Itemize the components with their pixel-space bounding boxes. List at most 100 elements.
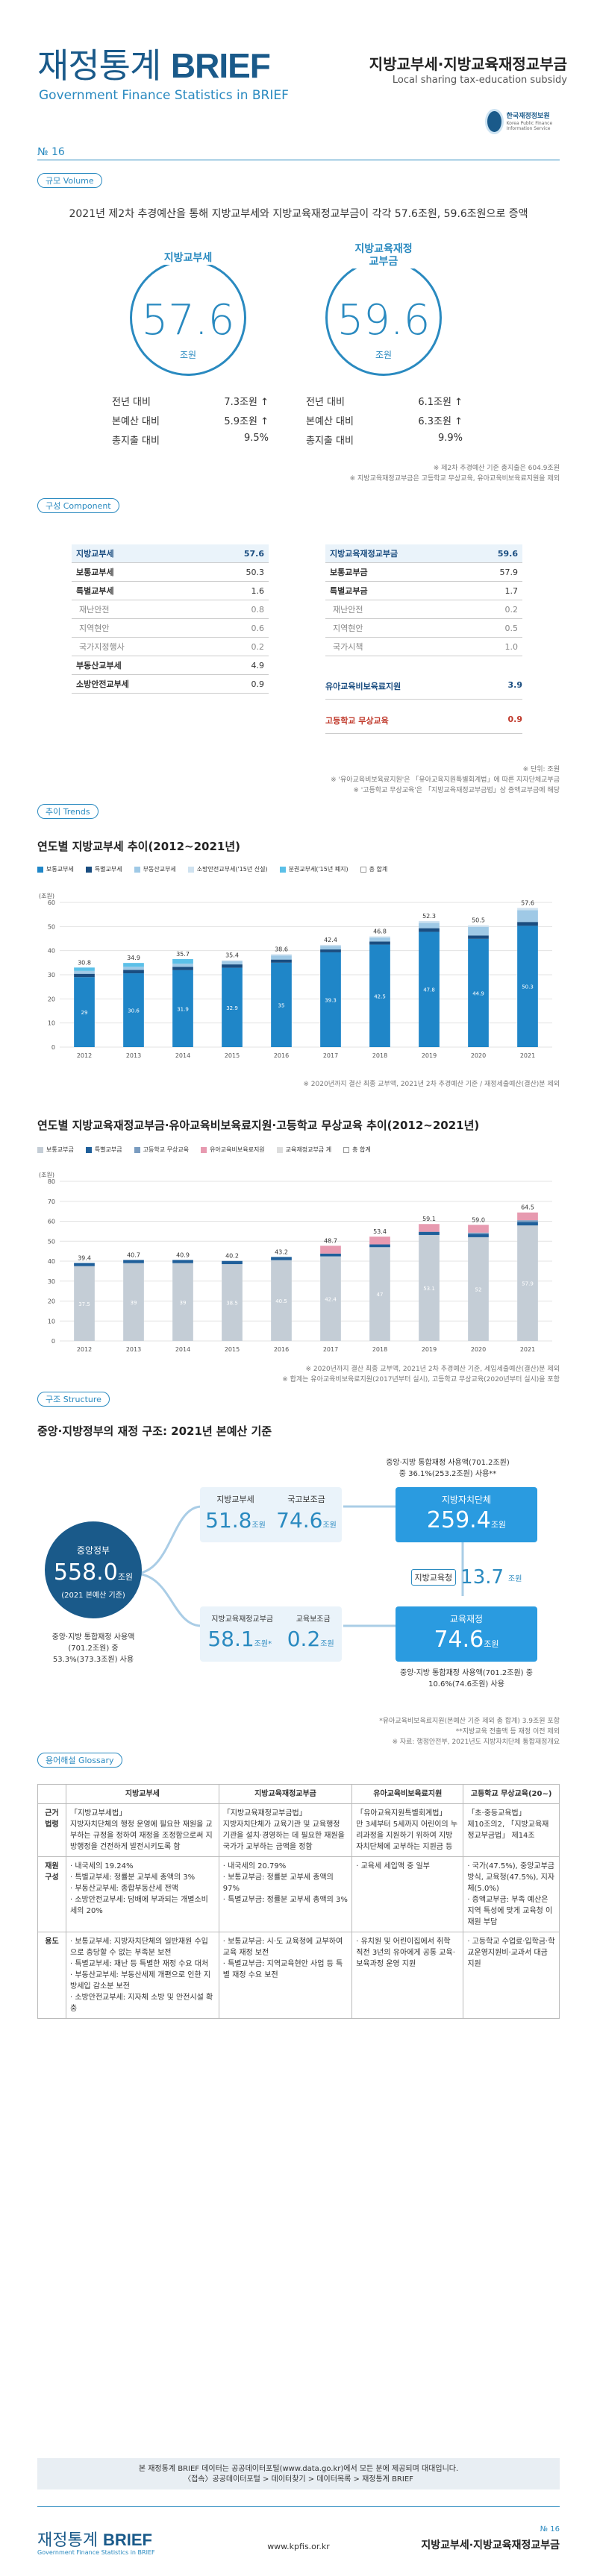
footer-title: 지방교부세·지방교육재정교부금 [421, 2539, 560, 2551]
stat-value: 6.1조원 ↑ [418, 397, 463, 408]
bar-segment [468, 925, 489, 927]
bar-segment [419, 1231, 440, 1235]
total-label: 48.7 [324, 1237, 337, 1244]
footer-url[interactable]: www.kpfis.or.kr [267, 2542, 330, 2551]
bar-segment [74, 1263, 95, 1266]
x-tick-label: 2018 [372, 1052, 387, 1059]
y-tick-label: 20 [48, 1298, 55, 1305]
component-label: 부동산교부세 [72, 656, 206, 675]
component-extra-2: 고등학교 무상교육 0.9 [325, 714, 522, 734]
footer-brand-sub: Government Finance Statistics in BRIEF [37, 2549, 155, 2556]
legend-label: 총 합계 [352, 1146, 371, 1153]
bar-segment [369, 936, 390, 938]
bar-segment [222, 1264, 243, 1341]
bar-segment [123, 963, 144, 967]
glossary-row: 재원 구성 · 내국세의 19.24% · 특별교부세: 정률분 교부세 총액의 … [37, 1856, 560, 1932]
total-label: 50.5 [472, 917, 485, 924]
y-tick-label: 30 [48, 972, 55, 978]
bar-segment [517, 910, 538, 923]
component-label: 국가지정행사 [72, 637, 206, 656]
y-tick-label: 60 [48, 1219, 55, 1225]
bar-segment [74, 967, 95, 971]
legend-label: 보통교부금 [46, 1146, 74, 1153]
component-value: 57.6 [205, 544, 269, 563]
structure-note-1: *유아교육비보육료지원(본예산 기준 제외 총 합계) 3.9조원 포함 [379, 1718, 560, 1725]
seal-icon [485, 109, 504, 134]
total-label: 64.5 [521, 1204, 534, 1211]
bar-segment [369, 937, 390, 942]
value-label: 35 [278, 1002, 285, 1008]
stat-row: 본예산 대비 6.3조원 ↑ [306, 413, 463, 427]
legend-label: 교육재정교부금 계 [285, 1146, 332, 1153]
component-value: 50.3 [205, 562, 269, 582]
x-tick-label: 2015 [225, 1052, 240, 1059]
component-row: 특별교부금 1.7 [325, 581, 522, 600]
component-note-3: ※ '고등학교 무상교육'은 「지방교육재정교부금법」상 증액교부금에 해당 [353, 787, 560, 794]
x-tick-label: 2017 [323, 1346, 338, 1353]
bar-segment [222, 967, 243, 1047]
component-label: 재난안전 [325, 600, 469, 619]
footer-issue: № 16 [540, 2525, 560, 2533]
bar-segment [468, 1232, 489, 1234]
component-value: 57.9 [468, 562, 522, 582]
glossary-col-header: 유아교육비보육료지원 [351, 1784, 464, 1804]
value-label: 32.9 [226, 1005, 238, 1011]
bar-segment [123, 967, 144, 970]
legend-label: 특별교부세 [94, 866, 122, 873]
legend-swatch [37, 1146, 43, 1153]
glossary-row: 용도 · 보통교부세: 지방자치단체의 일반재원 수입으로 충당할 수 없는 부족… [37, 1932, 560, 2019]
legend-swatch [343, 1146, 350, 1153]
glossary-cell: · 보통교부세: 지방자치단체의 일반재원 수입으로 충당할 수 없는 부족분 … [66, 1932, 219, 2019]
glossary-header: 지방교부세 지방교육재정교부금 유아교육비보육료지원 고등학교 무상교육(20~) [37, 1784, 560, 1804]
component-row: 지방교육재정교부금 59.6 [325, 544, 522, 563]
stat-value: 7.3조원 ↑ [224, 397, 269, 408]
bar-segment [271, 1260, 292, 1341]
bar-segment [419, 928, 440, 932]
component-label: 특별교부금 [325, 581, 469, 600]
glossary-row: 근거 법령 「지방교부세법」 지방자치단체의 행정 운영에 필요한 재원을 교부하… [37, 1803, 560, 1857]
bar-segment [320, 952, 341, 1047]
bar-segment [172, 967, 193, 970]
chart2-legend: 보통교부금 특별교부금 고등학교 무상교육 유아교육비보육료지원 교육재정교부금 계 총 … [37, 1146, 560, 1154]
bar-segment [468, 935, 489, 939]
glossary-col-header [37, 1784, 66, 1804]
bar-segment [419, 920, 440, 923]
component-row: 재난안전 0.2 [325, 600, 522, 619]
total-label: 40.7 [127, 1251, 140, 1258]
chart2-title: 연도별 지방교육재정교부금·유아교육비보육료지원·고등학교 무상교육 추이(20… [37, 1119, 480, 1132]
glossary-col-header: 지방교부세 [66, 1784, 219, 1804]
bar-segment [222, 1260, 243, 1265]
legend-item: 교육재정교부금 계 [276, 1146, 332, 1154]
bar-segment [172, 1263, 193, 1341]
volume-note-2: ※ 지방교육재정교부금은 고등학교 무상교육, 유아교육비보육료지원을 제외 [349, 475, 560, 483]
bar-segment [419, 1224, 440, 1232]
total-label: 35.7 [176, 951, 190, 958]
component-label: 지방교육재정교부금 [325, 544, 469, 563]
box-edufin: 교육재정 74.6조원 [396, 1606, 537, 1662]
value-label: 47 [377, 1292, 384, 1298]
bar-segment [320, 1256, 341, 1341]
component-label: 재난안전 [72, 600, 206, 619]
x-tick-label: 2016 [274, 1052, 289, 1059]
bar-segment [271, 1257, 292, 1260]
component-row: 지방교부세 57.6 [72, 544, 269, 563]
legend-swatch [37, 866, 43, 873]
chart2-svg: (조원) 0 10 20 30 40 50 60 70 80 2012 39.4 37.5 2013 40.… [39, 1172, 552, 1353]
bar-segment [123, 1260, 144, 1263]
bar-segment [517, 1220, 538, 1222]
bar-segment [74, 977, 95, 1047]
bar-segment [419, 923, 440, 929]
bar-segment [172, 958, 193, 964]
legend-label: 분권교부세('15년 폐지) [288, 866, 348, 873]
bar-segment [172, 970, 193, 1047]
section-glossary: 용어해설 Glossary [37, 1753, 122, 1768]
glossary-cell: · 교육세 세입액 중 일부 [351, 1856, 464, 1932]
stat-row: 총지출 대비 9.5% [112, 433, 269, 447]
component-value: 0.9 [205, 674, 269, 694]
legend-label: 유아교육비보육료지원 [210, 1146, 265, 1153]
x-tick-label: 2016 [274, 1346, 289, 1353]
legend-label: 보통교부세 [46, 866, 74, 873]
legend-label: 특별교부금 [94, 1146, 122, 1153]
bar-segment [517, 1222, 538, 1226]
glossary-cell: · 유치원 및 어린이집에서 취학 직전 3년의 유아에게 공통 교육·보육과정… [351, 1932, 464, 2019]
